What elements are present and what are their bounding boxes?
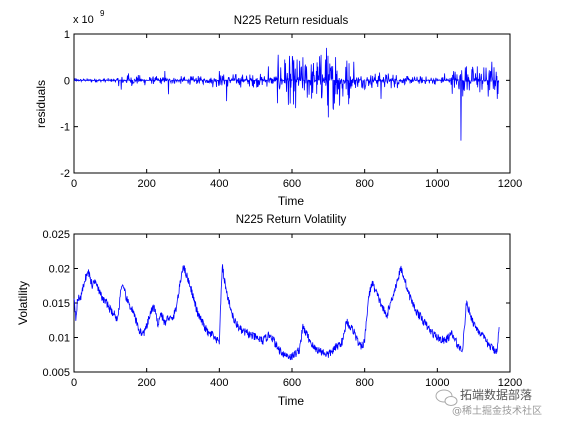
volatility-plot-area: 0 200 400 600 800 1000 1200 0.005 0.01 0.015 0.02 0… (42, 229, 522, 389)
residuals-xtick-label: 800 (355, 178, 373, 190)
volatility-chart: N225 Return Volatility Volatility Time 0… (16, 214, 522, 408)
residuals-ytick-label: 1 (64, 29, 70, 41)
volatility-xtick-label: 800 (355, 377, 373, 389)
residuals-chart-title: N225 Return residuals (234, 15, 349, 27)
volatility-xtick-label: 1000 (425, 377, 449, 389)
volatility-xtick-label: 0 (71, 377, 77, 389)
volatility-chart-ylabel: Volatility (16, 281, 30, 325)
volatility-ytick-label: 0.025 (42, 229, 70, 241)
volatility-chart-title: N225 Return Volatility (236, 214, 347, 226)
exponent-power: 9 (100, 9, 105, 18)
watermark-line2: @稀土掘金技术社区 (452, 404, 542, 417)
residuals-xtick-label: 400 (210, 178, 228, 190)
residuals-xtick-label: 1200 (498, 178, 522, 190)
residuals-xtick-label: 1000 (425, 178, 449, 190)
wechat-icon (435, 389, 458, 406)
residuals-chart: N225 Return residuals x 10 9 residuals T… (34, 9, 522, 208)
volatility-series-line (73, 264, 500, 361)
volatility-xtick-label: 400 (210, 377, 228, 389)
residuals-ytick-label: -2 (60, 168, 70, 180)
watermark-line1: 拓端数据部落 (460, 387, 532, 402)
volatility-xtick-label: 600 (283, 377, 301, 389)
watermark: 拓端数据部落 @稀土掘金技术社区 (435, 387, 542, 417)
residuals-xtick-label: 200 (137, 178, 155, 190)
volatility-ytick-label: 0.015 (42, 298, 70, 310)
residuals-xtick-label: 600 (283, 178, 301, 190)
residuals-chart-xlabel: Time (278, 194, 305, 208)
volatility-ytick-label: 0.02 (49, 264, 70, 276)
residuals-xtick-label: 0 (71, 178, 77, 190)
volatility-xtick-label: 1200 (498, 377, 522, 389)
residuals-ytick-label: 0 (64, 75, 70, 87)
exponent-label: x 10 (73, 14, 94, 26)
residuals-plot-area: 0 200 400 600 800 1000 1200 -2 -1 0 1 (60, 29, 522, 190)
volatility-ytick-label: 0.005 (42, 367, 70, 379)
residuals-chart-ylabel: residuals (34, 80, 48, 128)
volatility-ytick-label: 0.01 (49, 333, 70, 345)
volatility-xtick-label: 200 (137, 377, 155, 389)
residuals-ytick-label: -1 (60, 122, 70, 134)
volatility-chart-xlabel: Time (278, 394, 305, 408)
residuals-series-line (73, 47, 500, 141)
